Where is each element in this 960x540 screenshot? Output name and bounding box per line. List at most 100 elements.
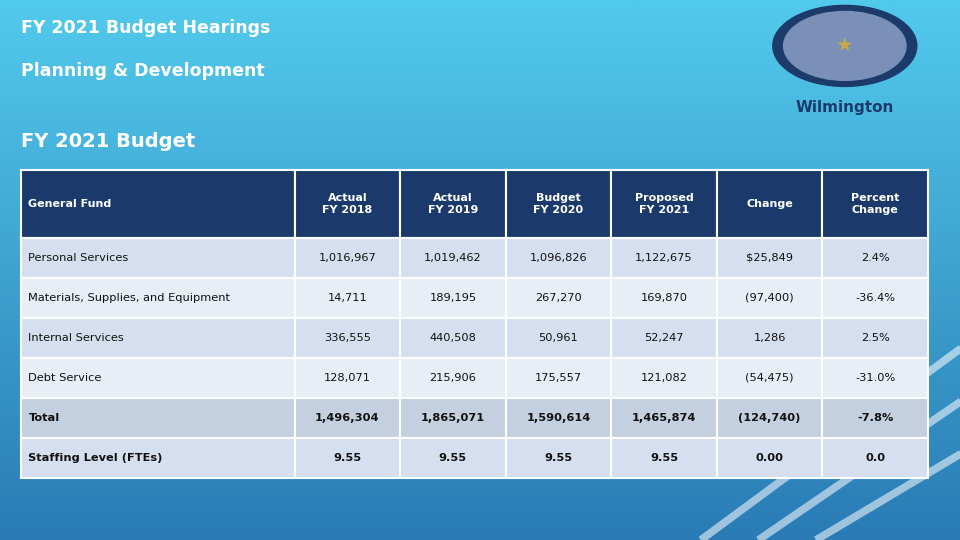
Bar <box>400 170 506 238</box>
Text: ★: ★ <box>836 36 853 56</box>
Bar <box>823 318 928 358</box>
Text: 9.55: 9.55 <box>650 453 678 463</box>
Text: Staffing Level (FTEs): Staffing Level (FTEs) <box>29 453 163 463</box>
Bar <box>400 438 506 478</box>
Bar <box>400 238 506 278</box>
Bar <box>823 170 928 238</box>
Bar <box>21 318 295 358</box>
Text: 336,555: 336,555 <box>324 333 371 343</box>
Text: 2.5%: 2.5% <box>861 333 890 343</box>
Text: -36.4%: -36.4% <box>855 293 895 303</box>
Text: 1,590,614: 1,590,614 <box>526 413 590 423</box>
Bar <box>717 438 823 478</box>
Text: 1,496,304: 1,496,304 <box>315 413 379 423</box>
Text: (97,400): (97,400) <box>745 293 794 303</box>
Text: (124,740): (124,740) <box>738 413 801 423</box>
Text: 14,711: 14,711 <box>327 293 368 303</box>
Bar <box>21 398 295 438</box>
Bar <box>295 438 400 478</box>
Text: 0.00: 0.00 <box>756 453 783 463</box>
Text: 9.55: 9.55 <box>439 453 467 463</box>
Text: -31.0%: -31.0% <box>855 373 896 383</box>
Text: 128,071: 128,071 <box>324 373 371 383</box>
Text: 2.4%: 2.4% <box>861 253 889 263</box>
Text: Materials, Supplies, and Equipment: Materials, Supplies, and Equipment <box>29 293 230 303</box>
Bar <box>823 358 928 398</box>
Bar <box>400 278 506 318</box>
Bar <box>612 278 717 318</box>
Bar <box>295 318 400 358</box>
Bar <box>295 170 400 238</box>
Bar <box>612 358 717 398</box>
Bar <box>717 358 823 398</box>
Bar <box>612 398 717 438</box>
Text: Internal Services: Internal Services <box>29 333 124 343</box>
Bar <box>506 170 612 238</box>
Text: -7.8%: -7.8% <box>857 413 894 423</box>
Bar <box>21 278 295 318</box>
Text: 0.0: 0.0 <box>865 453 885 463</box>
Bar <box>717 318 823 358</box>
Text: Personal Services: Personal Services <box>29 253 129 263</box>
Bar <box>506 358 612 398</box>
Text: 267,270: 267,270 <box>535 293 582 303</box>
Text: 1,865,071: 1,865,071 <box>420 413 485 423</box>
Bar <box>612 238 717 278</box>
Bar <box>506 278 612 318</box>
Text: 9.55: 9.55 <box>333 453 362 463</box>
Bar <box>400 398 506 438</box>
Bar <box>823 278 928 318</box>
Bar <box>506 438 612 478</box>
Text: 189,195: 189,195 <box>429 293 476 303</box>
Bar <box>612 170 717 238</box>
Bar <box>295 278 400 318</box>
Text: Planning & Development: Planning & Development <box>21 62 265 80</box>
Bar <box>506 318 612 358</box>
Text: Total: Total <box>29 413 60 423</box>
Text: 1,122,675: 1,122,675 <box>636 253 693 263</box>
Text: Change: Change <box>746 199 793 209</box>
Text: Proposed
FY 2021: Proposed FY 2021 <box>635 193 693 215</box>
Bar <box>295 238 400 278</box>
Bar <box>506 398 612 438</box>
Bar <box>717 170 823 238</box>
Text: 1,286: 1,286 <box>754 333 785 343</box>
Text: 1,016,967: 1,016,967 <box>319 253 376 263</box>
Text: Budget
FY 2020: Budget FY 2020 <box>534 193 584 215</box>
Bar <box>717 278 823 318</box>
Text: Percent
Change: Percent Change <box>851 193 900 215</box>
Text: 1,019,462: 1,019,462 <box>424 253 482 263</box>
Bar <box>823 398 928 438</box>
Text: 1,465,874: 1,465,874 <box>632 413 696 423</box>
Bar <box>21 358 295 398</box>
Text: 1,096,826: 1,096,826 <box>530 253 588 263</box>
Bar <box>717 398 823 438</box>
Bar <box>717 238 823 278</box>
Text: Actual
FY 2019: Actual FY 2019 <box>428 193 478 215</box>
Bar <box>295 398 400 438</box>
Bar <box>21 438 295 478</box>
Text: FY 2021 Budget: FY 2021 Budget <box>21 132 196 151</box>
Text: General Fund: General Fund <box>29 199 111 209</box>
Bar <box>506 238 612 278</box>
Bar <box>823 238 928 278</box>
Circle shape <box>783 11 906 80</box>
Bar <box>400 318 506 358</box>
Text: 50,961: 50,961 <box>539 333 578 343</box>
Bar <box>400 358 506 398</box>
Text: 169,870: 169,870 <box>640 293 687 303</box>
Text: 9.55: 9.55 <box>544 453 572 463</box>
Text: 175,557: 175,557 <box>535 373 582 383</box>
Text: 215,906: 215,906 <box>429 373 476 383</box>
Bar <box>295 358 400 398</box>
Text: Actual
FY 2018: Actual FY 2018 <box>323 193 372 215</box>
Bar <box>21 170 295 238</box>
Bar <box>612 438 717 478</box>
Circle shape <box>773 5 917 86</box>
Text: FY 2021 Budget Hearings: FY 2021 Budget Hearings <box>21 19 271 37</box>
Text: 52,247: 52,247 <box>644 333 684 343</box>
Bar <box>823 438 928 478</box>
Text: (54,475): (54,475) <box>745 373 794 383</box>
Text: 121,082: 121,082 <box>640 373 687 383</box>
Bar <box>612 318 717 358</box>
